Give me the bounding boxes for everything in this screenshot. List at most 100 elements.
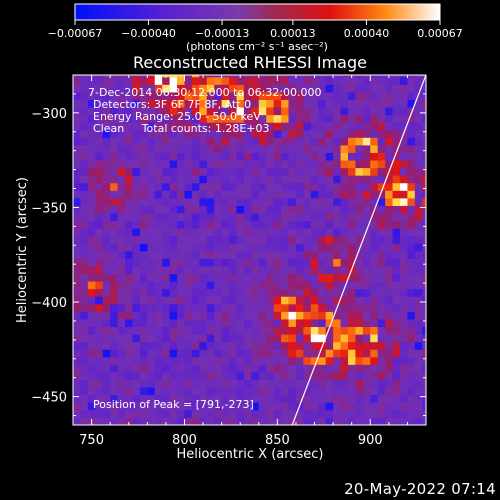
heatmap-cell [325, 402, 334, 411]
heatmap-cell [199, 99, 208, 108]
heatmap-cell [221, 175, 230, 184]
heatmap-cell [199, 341, 208, 350]
heatmap-cell [310, 243, 319, 252]
heatmap-cell [281, 417, 289, 425]
heatmap-cell [80, 175, 89, 184]
heatmap-cell [414, 356, 423, 365]
heatmap-cell [414, 220, 423, 229]
heatmap-cell [377, 220, 386, 229]
heatmap-cell [125, 319, 133, 328]
heatmap-cell [214, 137, 223, 146]
heatmap-cell [102, 402, 111, 411]
heatmap-cell [236, 402, 245, 411]
heatmap-cell [73, 379, 81, 388]
heatmap-cell [95, 213, 104, 222]
heatmap-cell [295, 349, 304, 358]
heatmap-cell [281, 145, 289, 153]
heatmap-cell [347, 409, 356, 418]
heatmap-cell [370, 114, 379, 123]
heatmap-cell [73, 235, 81, 244]
heatmap-cell [318, 228, 327, 237]
heatmap-cell [414, 379, 423, 388]
heatmap-cell [414, 99, 423, 108]
heatmap-cell [385, 417, 393, 425]
heatmap-cell [370, 220, 379, 229]
heatmap-cell [177, 311, 185, 320]
heatmap-cell [191, 145, 200, 153]
heatmap-cell [422, 129, 426, 138]
heatmap-cell [169, 235, 178, 244]
heatmap-cell [422, 190, 426, 199]
heatmap-cell [177, 114, 185, 123]
heatmap-cell [214, 167, 223, 176]
heatmap-cell [318, 387, 327, 396]
heatmap-cell [191, 417, 200, 425]
heatmap-cell [243, 364, 252, 373]
heatmap-cell [87, 364, 96, 373]
heatmap-cell [318, 220, 327, 229]
heatmap-cell [377, 99, 386, 108]
heatmap-cell [333, 107, 341, 116]
heatmap-cell [362, 145, 371, 153]
heatmap-cell [392, 326, 401, 335]
heatmap-cell [80, 250, 89, 259]
heatmap-cell [147, 114, 156, 123]
heatmap-cell [184, 145, 193, 153]
heatmap-cell [229, 228, 237, 237]
heatmap-cell [132, 409, 141, 418]
heatmap-cell [147, 296, 156, 305]
heatmap-cell [392, 213, 401, 222]
heatmap-cell [154, 417, 163, 425]
heatmap-cell [80, 319, 89, 328]
heatmap-cell [385, 160, 393, 169]
heatmap-cell [318, 349, 327, 358]
heatmap-cell [295, 288, 304, 297]
heatmap-cell [214, 281, 223, 290]
heatmap-cell [243, 84, 252, 93]
heatmap-cell [407, 326, 416, 335]
heatmap-cell [318, 296, 327, 305]
heatmap-cell [206, 303, 215, 312]
heatmap-cell [199, 182, 208, 191]
heatmap-cell [221, 250, 230, 259]
heatmap-cell [422, 387, 426, 396]
heatmap-cell [333, 92, 341, 100]
heatmap-cell [199, 160, 208, 169]
heatmap-cell [399, 311, 408, 320]
heatmap-cell [73, 175, 81, 184]
heatmap-cell [132, 205, 141, 214]
heatmap-cell [251, 167, 260, 176]
heatmap-cell [392, 387, 401, 396]
heatmap-cell [147, 364, 156, 373]
heatmap-cell [139, 356, 148, 365]
heatmap-cell [243, 167, 252, 176]
heatmap-cell [177, 364, 185, 373]
heatmap-cell [125, 281, 133, 290]
heatmap-cell [414, 190, 423, 199]
heatmap-cell [110, 349, 118, 358]
heatmap-cell [422, 235, 426, 244]
heatmap-cell [281, 167, 289, 176]
heatmap-cell [177, 296, 185, 305]
heatmap-cell [117, 107, 126, 116]
heatmap-cell [169, 167, 178, 176]
heatmap-cell [258, 92, 267, 100]
heatmap-cell [125, 273, 133, 282]
heatmap-cell [407, 334, 416, 343]
heatmap-cell [325, 228, 334, 237]
heatmap-cell [236, 137, 245, 146]
heatmap-cell [295, 182, 304, 191]
heatmap-cell [385, 152, 393, 161]
heatmap-cell [132, 349, 141, 358]
heatmap-cell [392, 341, 401, 350]
heatmap-cell [199, 311, 208, 320]
heatmap-cell [229, 250, 237, 259]
heatmap-cell [303, 175, 312, 184]
heatmap-cell [236, 197, 245, 206]
heatmap-cell [399, 394, 408, 403]
heatmap-cell [295, 190, 304, 199]
heatmap-cell [310, 341, 319, 350]
heatmap-cell [333, 250, 341, 259]
heatmap-cell [355, 356, 364, 365]
heatmap-cell [392, 205, 401, 214]
